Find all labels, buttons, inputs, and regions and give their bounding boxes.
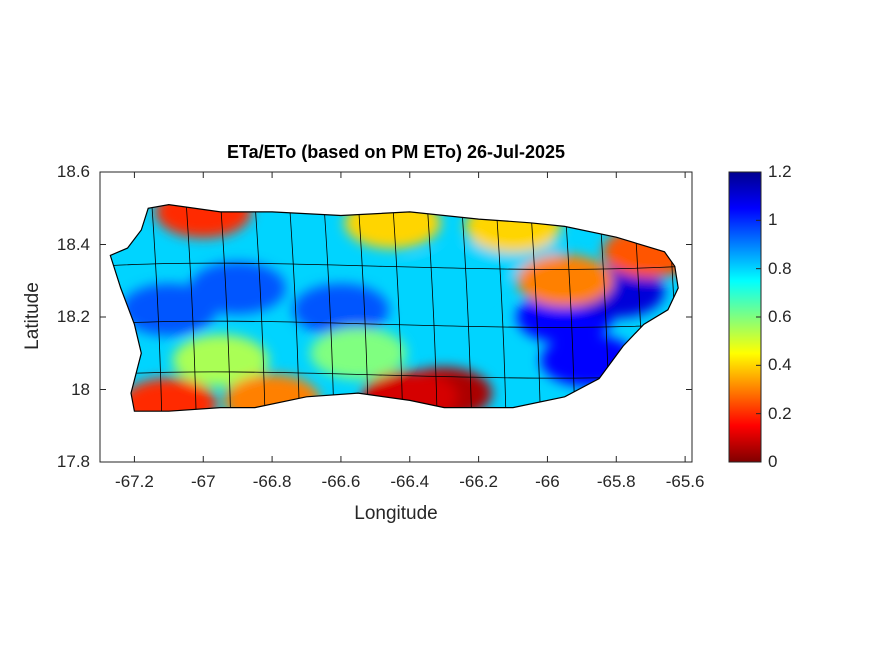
x-tick-label: -66.2 [459,472,498,491]
boundary-line [110,262,679,270]
colorbar-ticks [756,171,761,463]
y-tick-label: 18 [71,379,90,399]
colorbar-tick-label: 1.2 [768,162,792,181]
x-tick-label: -66.4 [390,472,430,491]
value-zone [155,204,252,238]
boundary-line [151,204,163,412]
boundary-line [110,371,679,379]
value-zone [292,283,389,336]
value-zones [120,204,679,412]
x-tick-label: -66.8 [252,472,292,491]
value-zone [120,378,217,412]
x-tick-label: -65.6 [665,472,705,491]
boundary-line [460,204,473,412]
y-axis-label: Latitude [22,282,43,350]
y-tick-label: 18.4 [56,234,90,254]
x-axis-label: Longitude [354,503,438,524]
boundary-line [220,204,232,412]
x-tick-label: -66 [535,472,560,491]
boundary-line [110,320,679,328]
boundary-line [254,204,266,412]
colorbar-tick-label: 0.8 [768,258,792,278]
colorbar-tick-label: 0 [768,452,778,471]
colorbar-tick-label: 0.6 [768,307,792,326]
boundary-line [392,204,404,412]
y-tick-label: 18.2 [56,307,90,326]
colorbar-tick-label: 0.2 [768,403,792,423]
boundary-line [426,204,438,412]
boundary-line [495,204,507,412]
boundary-line [529,204,541,412]
x-tick-label: -67.2 [115,472,154,491]
value-zone [224,374,321,412]
y-axis-ticks [100,171,692,463]
map-layer [109,203,679,412]
value-zone [310,327,407,380]
y-tick-label: 18.6 [56,162,90,181]
boundary-line [185,204,197,412]
colorbar-tick-label: 0.4 [768,355,792,375]
chart-title: ETa/ETo (based on PM ETo) 26-Jul-2025 [226,142,566,162]
value-zone [396,254,493,307]
x-tick-label: -66.6 [321,472,361,491]
x-tick-label: -65.8 [596,472,636,491]
colorbar [728,171,762,463]
value-zone [516,254,613,307]
value-zone [172,334,269,387]
colorbar-tick-label: 1 [768,210,778,230]
y-tick-label: 17.8 [56,452,90,471]
x-tick-label: -67 [190,472,216,491]
x-axis-ticks [133,172,686,462]
coastline [109,203,679,412]
